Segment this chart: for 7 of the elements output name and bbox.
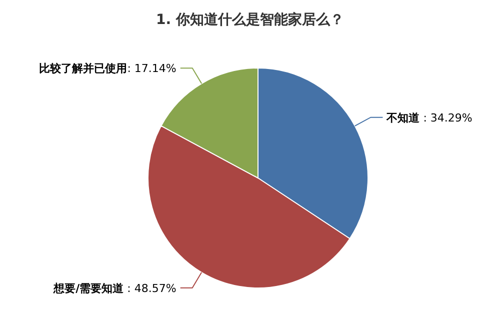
data-label: : 17.14% (127, 62, 176, 76)
slice-label: 不知道 (386, 111, 421, 124)
chart-title: 1. 你知道什么是智能家居么？ (156, 11, 344, 28)
slice-label: 想要/需要知道 (52, 282, 125, 295)
slice-label: 比较了解并已使用 (39, 62, 128, 76)
data-label: : 34.29% (420, 111, 472, 124)
data-label: : 48.57% (124, 282, 176, 295)
